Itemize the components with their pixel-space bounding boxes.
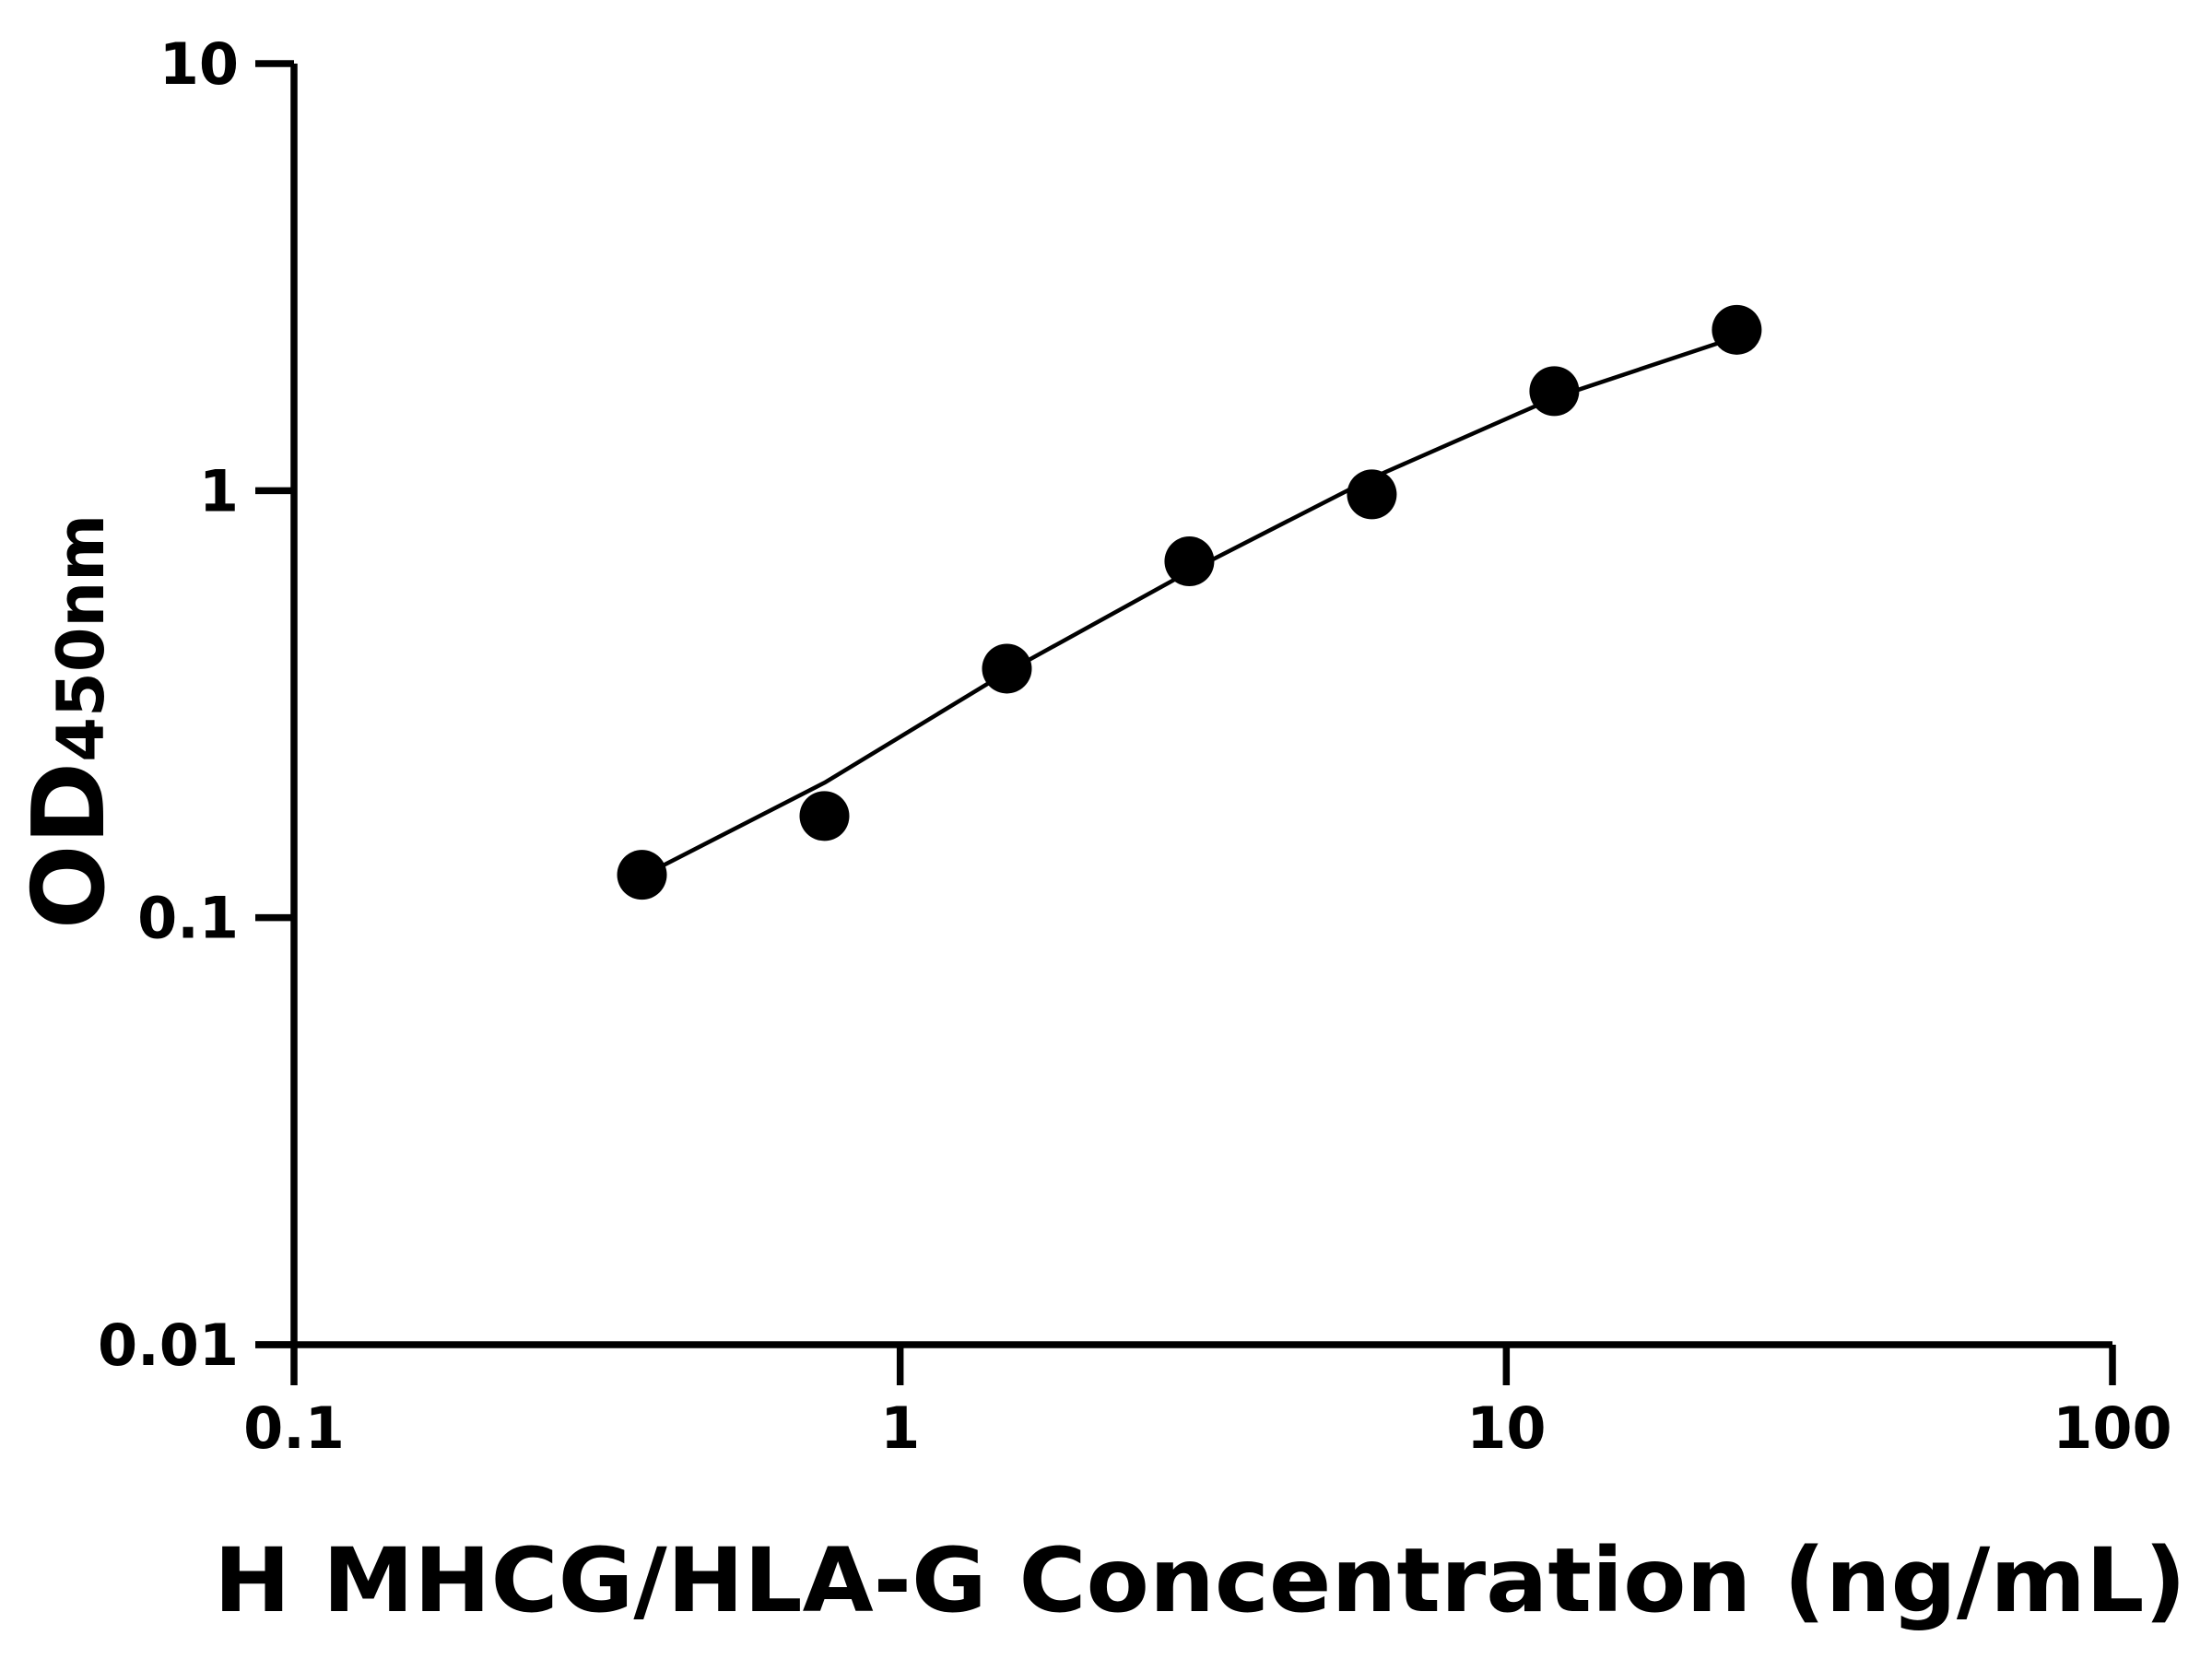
y-tick-label: 10 [159, 30, 239, 98]
fit-line [641, 335, 1738, 878]
y-axis-title-main: OD [12, 762, 127, 929]
data-point [1712, 304, 1762, 355]
y-axis-title: OD450nm [12, 514, 127, 929]
data-point [982, 643, 1032, 694]
data-point [1164, 536, 1215, 587]
x-axis-title: H MHCG/HLA-G Concentration (ng/mL) [214, 1529, 2186, 1632]
x-tick-label: 10 [1466, 1394, 1546, 1462]
y-tick-label: 0.01 [98, 1312, 239, 1379]
x-tick-label: 1 [880, 1394, 920, 1462]
y-tick-label: 1 [199, 457, 239, 524]
y-axis-title-sub: 450nm [43, 514, 119, 762]
data-point [1529, 366, 1580, 417]
data-point [617, 850, 667, 900]
y-tick-label: 0.1 [137, 885, 239, 952]
x-tick-label: 0.1 [243, 1394, 345, 1462]
x-tick-label: 100 [2053, 1394, 2171, 1462]
data-point [1347, 469, 1397, 520]
data-point [799, 791, 850, 841]
